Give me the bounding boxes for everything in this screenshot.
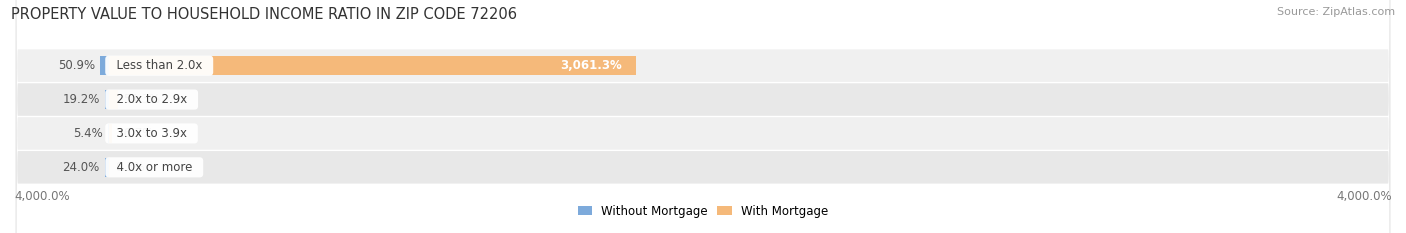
- Text: PROPERTY VALUE TO HOUSEHOLD INCOME RATIO IN ZIP CODE 72206: PROPERTY VALUE TO HOUSEHOLD INCOME RATIO…: [11, 7, 517, 22]
- Text: 8.3%: 8.3%: [115, 161, 145, 174]
- Text: 3,061.3%: 3,061.3%: [561, 59, 623, 72]
- Text: 19.2%: 19.2%: [63, 93, 100, 106]
- Bar: [108, 56, 636, 75]
- Text: 50.9%: 50.9%: [58, 59, 94, 72]
- Bar: [108, 124, 111, 143]
- FancyBboxPatch shape: [15, 0, 1391, 233]
- Text: 4.0x or more: 4.0x or more: [108, 161, 200, 174]
- FancyBboxPatch shape: [15, 0, 1391, 233]
- Text: 24.0%: 24.0%: [62, 161, 100, 174]
- Text: 16.7%: 16.7%: [117, 127, 155, 140]
- Text: 4,000.0%: 4,000.0%: [14, 190, 70, 203]
- FancyBboxPatch shape: [15, 0, 1391, 233]
- Bar: [108, 158, 110, 177]
- Text: Less than 2.0x: Less than 2.0x: [108, 59, 209, 72]
- Text: Source: ZipAtlas.com: Source: ZipAtlas.com: [1277, 7, 1395, 17]
- Bar: [100, 56, 108, 75]
- Legend: Without Mortgage, With Mortgage: Without Mortgage, With Mortgage: [574, 200, 832, 223]
- Text: 5.4%: 5.4%: [73, 127, 103, 140]
- Text: 2.0x to 2.9x: 2.0x to 2.9x: [108, 93, 194, 106]
- Bar: [105, 90, 108, 109]
- Text: 4,000.0%: 4,000.0%: [1336, 190, 1392, 203]
- Text: 54.3%: 54.3%: [124, 93, 160, 106]
- Text: 3.0x to 3.9x: 3.0x to 3.9x: [108, 127, 194, 140]
- FancyBboxPatch shape: [15, 0, 1391, 233]
- Bar: [108, 90, 118, 109]
- Bar: [104, 158, 108, 177]
